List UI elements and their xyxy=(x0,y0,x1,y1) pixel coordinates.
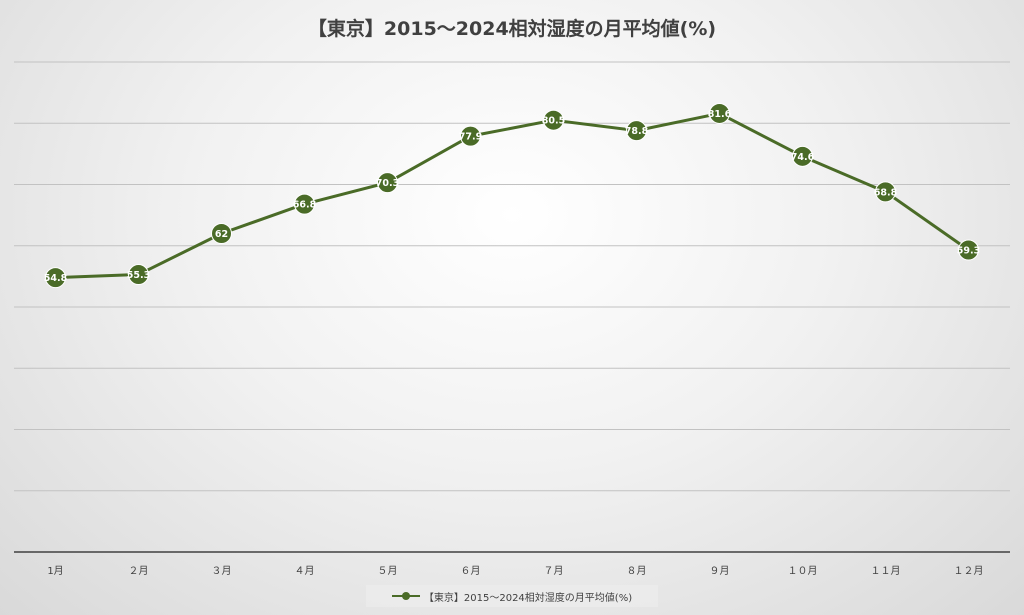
x-tick-label: ２月 xyxy=(129,565,149,577)
data-point xyxy=(543,109,564,131)
x-tick-label: ６月 xyxy=(461,565,481,577)
data-label: 62 xyxy=(215,229,228,240)
data-label: 68.8 xyxy=(874,187,898,198)
series-line xyxy=(55,111,970,280)
chart-title: 【東京】2015〜2024相対湿度の月平均値(%) xyxy=(307,18,717,40)
x-tick-label: ３月 xyxy=(212,565,232,577)
data-label: 74.6 xyxy=(791,152,815,163)
data-point xyxy=(377,172,398,194)
data-label: 80.5 xyxy=(542,116,565,127)
x-tick-label: ９月 xyxy=(710,565,730,577)
data-point xyxy=(45,267,66,289)
x-tick-label: ５月 xyxy=(378,565,398,577)
x-tick-label: １１月 xyxy=(871,565,901,577)
data-point xyxy=(875,181,896,203)
data-label: 77.9 xyxy=(459,132,482,143)
data-point xyxy=(626,120,647,142)
data-label: 81.6 xyxy=(708,109,732,120)
data-label: 54.8 xyxy=(44,273,68,284)
legend: 【東京】2015〜2024相対湿度の月平均値(%) xyxy=(366,585,658,607)
legend-label: 【東京】2015〜2024相対湿度の月平均値(%) xyxy=(423,592,633,604)
x-tick-label: ４月 xyxy=(295,565,315,577)
data-point xyxy=(128,264,149,286)
data-label: 70.3 xyxy=(376,178,399,189)
data-point xyxy=(460,125,481,147)
data-point xyxy=(294,193,315,215)
legend-line-marker-icon xyxy=(391,591,420,601)
data-label: 66.8 xyxy=(293,200,317,211)
data-point xyxy=(958,239,979,261)
data-label: 78.8 xyxy=(625,126,649,137)
data-point xyxy=(211,223,232,244)
data-point xyxy=(709,102,730,124)
data-label: 59.3 xyxy=(957,246,980,257)
x-tick-label: 1月 xyxy=(47,565,63,577)
x-tick-label: ７月 xyxy=(544,565,564,577)
x-tick-label: １０月 xyxy=(788,565,818,577)
data-label: 55.3 xyxy=(127,270,150,281)
data-point xyxy=(792,145,813,167)
x-tick-label: ８月 xyxy=(627,565,647,577)
x-tick-label: １２月 xyxy=(954,565,984,577)
